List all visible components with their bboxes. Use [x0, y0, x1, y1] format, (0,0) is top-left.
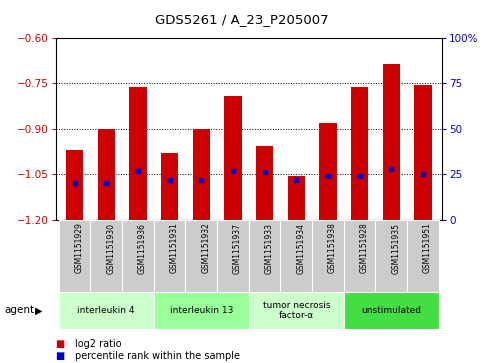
Bar [122, 220, 154, 292]
Bar [319, 123, 337, 220]
Text: interleukin 13: interleukin 13 [170, 306, 233, 315]
Text: interleukin 4: interleukin 4 [77, 306, 135, 315]
Text: GSM1151934: GSM1151934 [296, 223, 305, 273]
Text: ■: ■ [56, 339, 65, 349]
Bar [154, 220, 185, 292]
Bar [351, 86, 369, 220]
Bar [383, 64, 400, 220]
Text: GSM1151933: GSM1151933 [265, 223, 273, 273]
Bar [281, 220, 312, 292]
Bar [98, 129, 115, 220]
Text: GSM1151938: GSM1151938 [328, 223, 337, 273]
Bar [217, 220, 249, 292]
Text: GSM1151935: GSM1151935 [391, 223, 400, 273]
Text: tumor necrosis
factor-α: tumor necrosis factor-α [262, 301, 330, 320]
Bar [59, 292, 154, 329]
Bar [344, 292, 439, 329]
Text: ■: ■ [56, 351, 65, 362]
Text: GSM1151932: GSM1151932 [201, 223, 210, 273]
Bar [414, 85, 432, 220]
Text: GSM1151928: GSM1151928 [360, 223, 369, 273]
Text: agent: agent [5, 305, 35, 315]
Bar [344, 220, 375, 292]
Text: GSM1151936: GSM1151936 [138, 223, 147, 273]
Bar [256, 146, 273, 220]
Text: GSM1151951: GSM1151951 [423, 223, 432, 273]
Text: GSM1151930: GSM1151930 [106, 223, 115, 273]
Text: GSM1151929: GSM1151929 [74, 223, 84, 273]
Text: log2 ratio: log2 ratio [75, 339, 122, 349]
Bar [59, 220, 90, 292]
Bar [287, 176, 305, 220]
Text: GDS5261 / A_23_P205007: GDS5261 / A_23_P205007 [155, 13, 328, 26]
Bar [161, 153, 178, 220]
Bar [249, 292, 344, 329]
Bar [224, 95, 242, 220]
Text: ▶: ▶ [35, 305, 43, 315]
Bar [185, 220, 217, 292]
Bar [129, 86, 147, 220]
Bar [154, 292, 249, 329]
Text: unstimulated: unstimulated [361, 306, 421, 315]
Text: GSM1151937: GSM1151937 [233, 223, 242, 273]
Bar [407, 220, 439, 292]
Bar [375, 220, 407, 292]
Bar [249, 220, 281, 292]
Text: GSM1151931: GSM1151931 [170, 223, 179, 273]
Bar [312, 220, 344, 292]
Text: percentile rank within the sample: percentile rank within the sample [75, 351, 240, 362]
Bar [66, 150, 83, 220]
Bar [193, 129, 210, 220]
Bar [90, 220, 122, 292]
